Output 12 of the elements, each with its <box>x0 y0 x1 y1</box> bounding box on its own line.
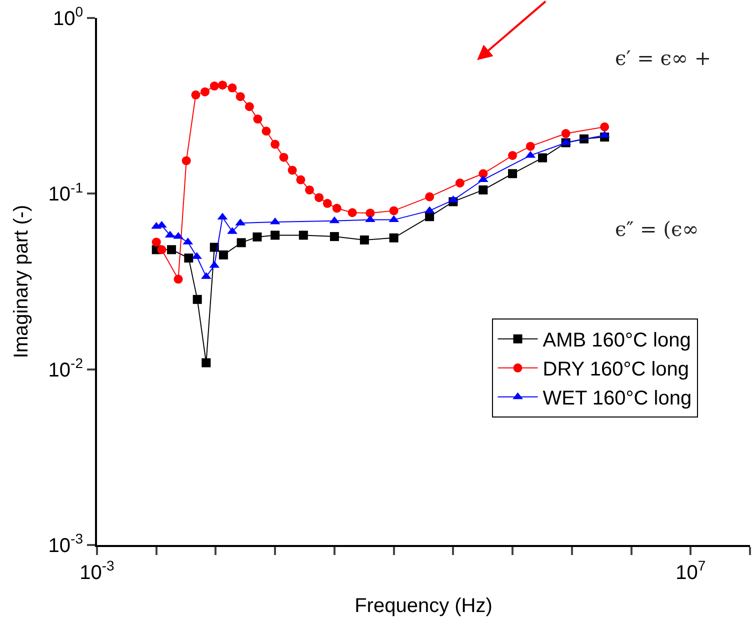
y-tick-label: 10$^{-2}$ <box>48 354 84 382</box>
x-tick-label: 10$^{7}$ <box>676 558 706 584</box>
legend-label: WET 160°C long <box>542 388 692 410</box>
y-axis-title: Imaginary part (-) <box>10 204 32 358</box>
legend-label: DRY 160°C long <box>542 358 690 381</box>
legend-label: AMB 160°C long <box>542 330 691 352</box>
y-tick-label: 10$^{-1}$ <box>48 179 84 206</box>
annotation: ϵ″ = (ϵ∞ <box>615 217 699 241</box>
y-tick-label: 10$^{-3}$ <box>48 530 84 557</box>
annotation: ϵ′ = ϵ∞ + <box>615 46 712 70</box>
x-axis-title: Frequency (Hz) <box>354 595 492 617</box>
y-tick-label: 10$^{0}$ <box>52 4 84 30</box>
